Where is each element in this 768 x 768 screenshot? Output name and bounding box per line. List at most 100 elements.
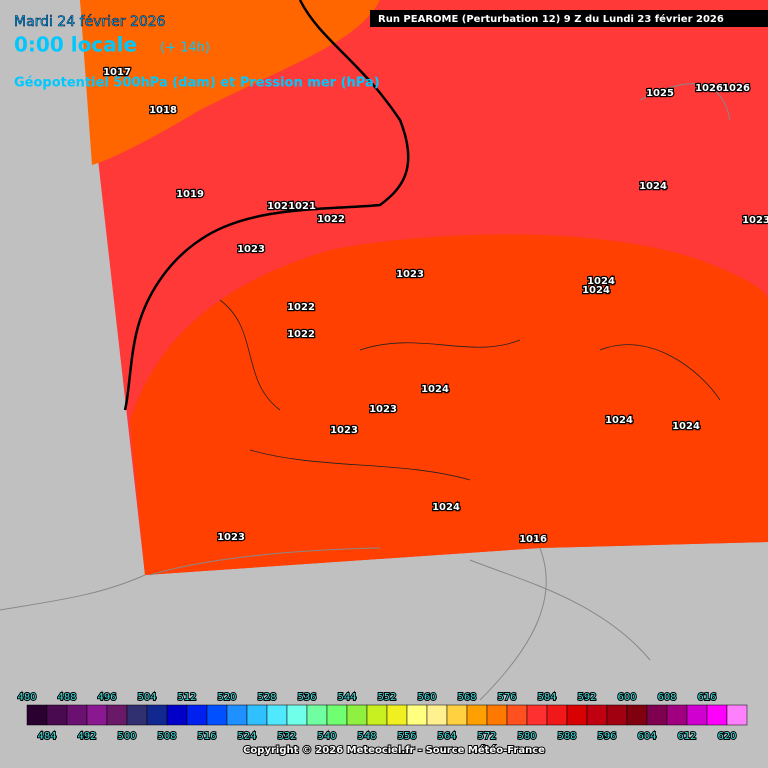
pressure-label: 1024 xyxy=(421,384,449,395)
scale-label: 528 xyxy=(257,692,276,703)
run-banner xyxy=(370,10,768,27)
scale-swatch xyxy=(386,704,408,726)
scale-label: 504 xyxy=(137,692,156,703)
scale-label: 500 xyxy=(117,731,136,742)
pressure-label: 1021 xyxy=(267,201,295,212)
scale-label: 540 xyxy=(317,731,336,742)
scale-swatch xyxy=(266,704,288,726)
scale-swatch xyxy=(326,704,348,726)
pressure-label: 1018 xyxy=(149,105,177,116)
scale-label: 492 xyxy=(77,731,96,742)
pressure-label: 1024 xyxy=(432,502,460,513)
scale-swatch xyxy=(426,704,448,726)
pressure-label: 1023 xyxy=(237,244,265,255)
scale-label: 608 xyxy=(657,692,676,703)
pressure-label: 1023 xyxy=(369,404,397,415)
scale-swatch xyxy=(286,704,308,726)
pressure-label: 1024 xyxy=(639,181,667,192)
scale-swatch xyxy=(706,704,728,726)
scale-label: 620 xyxy=(717,731,736,742)
scale-label: 592 xyxy=(577,692,596,703)
pressure-label: 1024 xyxy=(582,285,610,296)
scale-swatch xyxy=(546,704,568,726)
scale-swatch xyxy=(26,704,48,726)
scale-label: 600 xyxy=(617,692,636,703)
pressure-label: 1024 xyxy=(605,415,633,426)
scale-swatch xyxy=(526,704,548,726)
scale-swatch xyxy=(686,704,708,726)
pressure-label: 1023 xyxy=(742,215,768,226)
pressure-label: 1017 xyxy=(103,67,131,78)
scale-swatch xyxy=(126,704,148,726)
scale-swatch xyxy=(406,704,428,726)
pressure-label: 1016 xyxy=(519,534,547,545)
scale-label: 496 xyxy=(97,692,116,703)
pressure-label: 1022 xyxy=(287,329,315,340)
scale-swatch xyxy=(586,704,608,726)
pressure-label: 1026 xyxy=(695,83,723,94)
scale-label: 556 xyxy=(397,731,416,742)
scale-swatch xyxy=(246,704,268,726)
pressure-label: 1024 xyxy=(672,421,700,432)
field-orange xyxy=(80,0,380,165)
scale-label: 548 xyxy=(357,731,376,742)
scale-label: 552 xyxy=(377,692,396,703)
scale-label: 516 xyxy=(197,731,216,742)
pressure-label: 1025 xyxy=(646,88,674,99)
scale-swatch xyxy=(646,704,668,726)
scale-swatch xyxy=(86,704,108,726)
scale-label: 524 xyxy=(237,731,256,742)
pressure-label: 1023 xyxy=(330,425,358,436)
scale-label: 612 xyxy=(677,731,696,742)
pressure-label: 1022 xyxy=(287,302,315,313)
parameter: Géopotentiel 500hPa (dam) et Pression me… xyxy=(14,76,380,91)
scale-swatch xyxy=(66,704,88,726)
scale-swatch xyxy=(366,704,388,726)
scale-swatch xyxy=(186,704,208,726)
scale-swatch xyxy=(466,704,488,726)
scale-swatch xyxy=(306,704,328,726)
pressure-label: 1019 xyxy=(176,189,204,200)
scale-label: 536 xyxy=(297,692,316,703)
scale-label: 564 xyxy=(437,731,456,742)
scale-label: 532 xyxy=(277,731,296,742)
scale-label: 568 xyxy=(457,692,476,703)
time: 0:00 locale xyxy=(14,33,137,57)
scale-swatch xyxy=(146,704,168,726)
scale-swatch xyxy=(506,704,528,726)
scale-label: 484 xyxy=(37,731,56,742)
scale-label: 616 xyxy=(697,692,716,703)
scale-label: 488 xyxy=(57,692,76,703)
scale-swatch xyxy=(666,704,688,726)
color-scale: 480 488 496 504 512 520 528 536 544 552 560 568 576 5… xyxy=(16,691,748,743)
scale-swatch xyxy=(346,704,368,726)
scale-swatch xyxy=(626,704,648,726)
contour xyxy=(219,299,721,481)
scale-label: 560 xyxy=(417,692,436,703)
scale-swatch xyxy=(566,704,588,726)
scale-label: 604 xyxy=(637,731,656,742)
date: Mardi 24 février 2026 xyxy=(14,14,166,30)
border xyxy=(123,0,410,411)
scale-swatch xyxy=(226,704,248,726)
scale-swatch xyxy=(166,704,188,726)
scale-swatch xyxy=(486,704,508,726)
scale-label: 480 xyxy=(17,692,36,703)
scale-label: 512 xyxy=(177,692,196,703)
coastline xyxy=(0,83,731,701)
pressure-label: 1026 xyxy=(722,83,750,94)
scale-label: 572 xyxy=(477,731,496,742)
pressure-label: 1021 xyxy=(288,201,316,212)
scale-label: 596 xyxy=(597,731,616,742)
scale-label: 544 xyxy=(337,692,356,703)
scale-label: 576 xyxy=(497,692,516,703)
copyright: Copyright © 2026 Meteociel.fr - Source M… xyxy=(243,744,545,756)
scale-label: 580 xyxy=(517,731,536,742)
scale-swatch xyxy=(206,704,228,726)
scale-swatch xyxy=(446,704,468,726)
pressure-label: 1022 xyxy=(317,214,345,225)
scale-label: 588 xyxy=(557,731,576,742)
